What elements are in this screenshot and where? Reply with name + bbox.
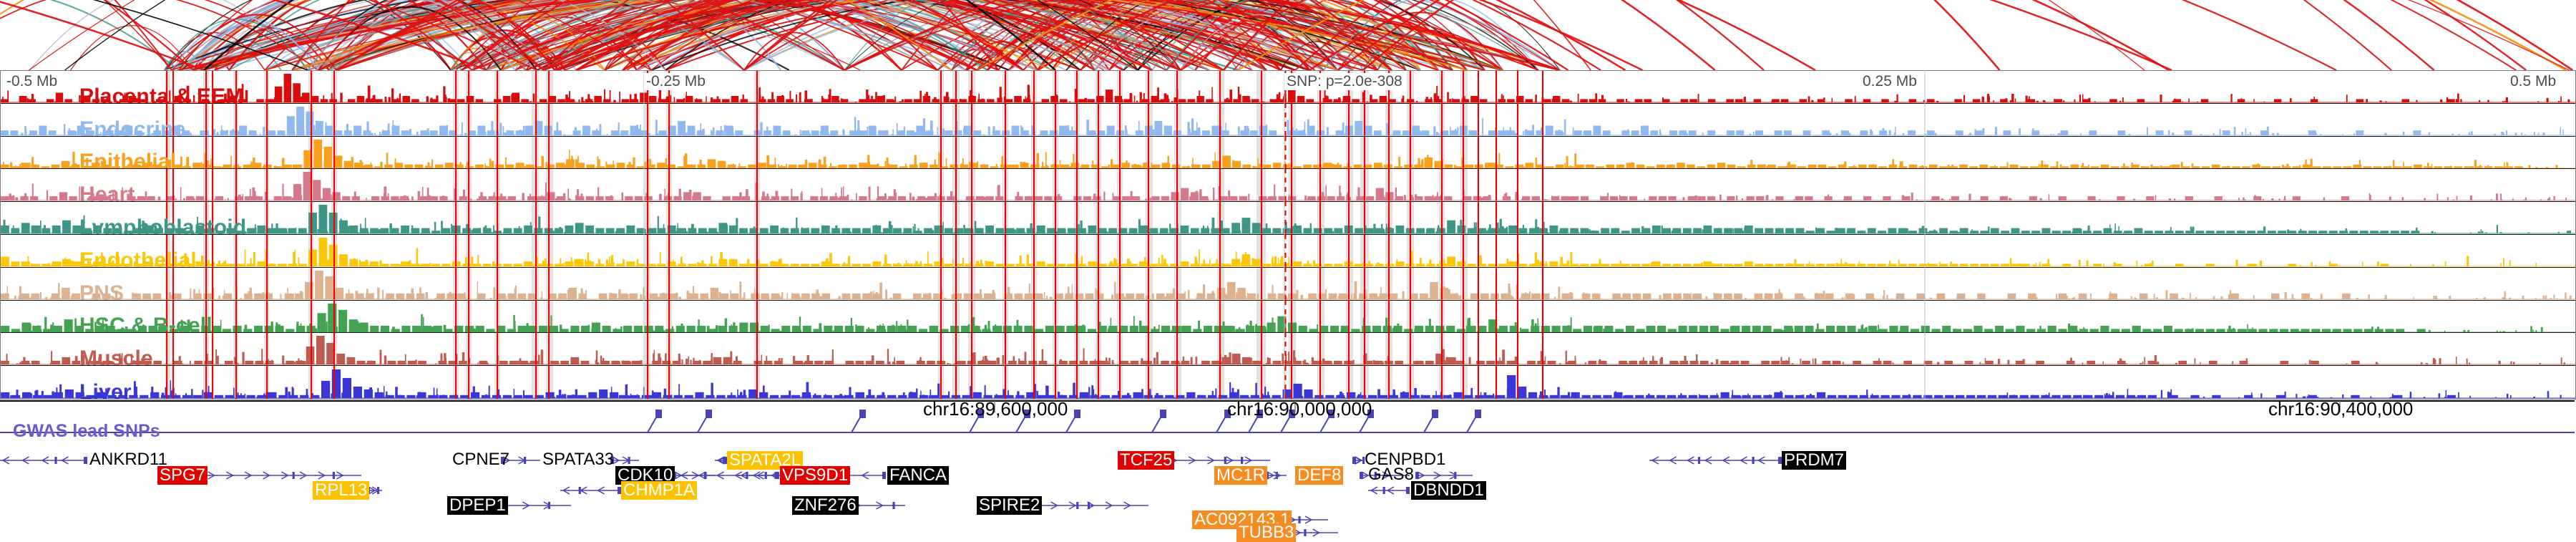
gene-label[interactable]: ANKRD11 — [89, 451, 167, 468]
track-label: Muscle — [79, 348, 153, 366]
gene-label[interactable]: PRDM7 — [1782, 451, 1846, 470]
coordinate-label: chr16:90,400,000 — [2268, 398, 2413, 420]
axis-tick-label: -0.5 Mb — [4, 73, 59, 90]
chromatin-interaction-arcs — [0, 0, 2576, 70]
gene-label[interactable]: DEF8 — [1295, 466, 1343, 485]
track-label: Endothelial — [79, 250, 197, 268]
gene-label[interactable]: ZNF276 — [792, 496, 859, 515]
gene-label[interactable]: TUBB3 — [1236, 523, 1296, 542]
track-label: Liver — [79, 382, 132, 399]
track-label: Endocrine — [79, 119, 186, 137]
signal-track-heart[interactable]: Heart — [1, 169, 2575, 202]
gene-label[interactable]: RPL13 — [313, 481, 369, 500]
signal-track-muscle[interactable]: Muscle — [1, 333, 2575, 366]
gene-label[interactable]: SPIRE2 — [977, 496, 1042, 515]
signal-track-pns[interactable]: PNS — [1, 268, 2575, 301]
track-label: PNS — [79, 283, 124, 301]
gene-label[interactable]: DBNDD1 — [1411, 481, 1486, 500]
gene-label[interactable]: TCF25 — [1118, 451, 1174, 470]
signal-track-panel: Placenta & EEM Endocrine Epithelial Heart Ly… — [0, 70, 2576, 400]
signal-track-endocrine[interactable]: Endocrine — [1, 104, 2575, 137]
signal-track-endothelial[interactable]: Endothelial — [1, 235, 2575, 268]
signal-track-epithelial[interactable]: Epithelial — [1, 137, 2575, 170]
gene-label[interactable]: DPEP1 — [447, 496, 508, 515]
track-label: Epithelial — [79, 151, 176, 169]
gene-label[interactable]: CHMP1A — [621, 481, 697, 500]
gene-label[interactable]: FANCA — [887, 466, 949, 485]
axis-tick-label: -0.25 Mb — [644, 73, 708, 90]
gene-label[interactable]: CPNE7 — [452, 451, 509, 468]
signal-track-lymphoblastoid[interactable]: Lymphoblastoid — [1, 202, 2575, 235]
coordinate-label: chr16:89,600,000 — [923, 398, 1068, 420]
track-label: Placenta & EEM — [79, 86, 244, 104]
gene-label[interactable]: VPS9D1 — [780, 466, 850, 485]
gene-label[interactable]: MC1R — [1214, 466, 1267, 485]
track-label: HSC & B-cell — [79, 315, 213, 333]
axis-tick-label: 0.5 Mb — [2508, 73, 2558, 90]
signal-track-liver[interactable]: Liver — [1, 366, 2575, 399]
axis-tick-label: 0.25 Mb — [1860, 73, 1919, 90]
gwas-lead-snps-label: GWAS lead SNPs — [13, 421, 160, 442]
gene-label[interactable]: SPG7 — [157, 466, 208, 485]
gene-label[interactable]: GAS8 — [1368, 466, 1414, 483]
track-label: Lymphoblastoid — [79, 217, 246, 235]
axis-tick-label: SNP: p=2.0e-308 — [1284, 73, 1405, 90]
track-label: Heart — [79, 184, 135, 202]
coordinate-label: chr16:90,000,000 — [1227, 398, 1372, 420]
gene-label[interactable]: SPATA33 — [542, 451, 614, 468]
signal-track-hsc-b-cell[interactable]: HSC & B-cell — [1, 301, 2575, 334]
